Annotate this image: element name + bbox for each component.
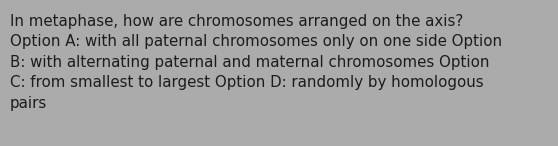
Text: In metaphase, how are chromosomes arranged on the axis?
Option A: with all pater: In metaphase, how are chromosomes arrang… [10,14,502,111]
